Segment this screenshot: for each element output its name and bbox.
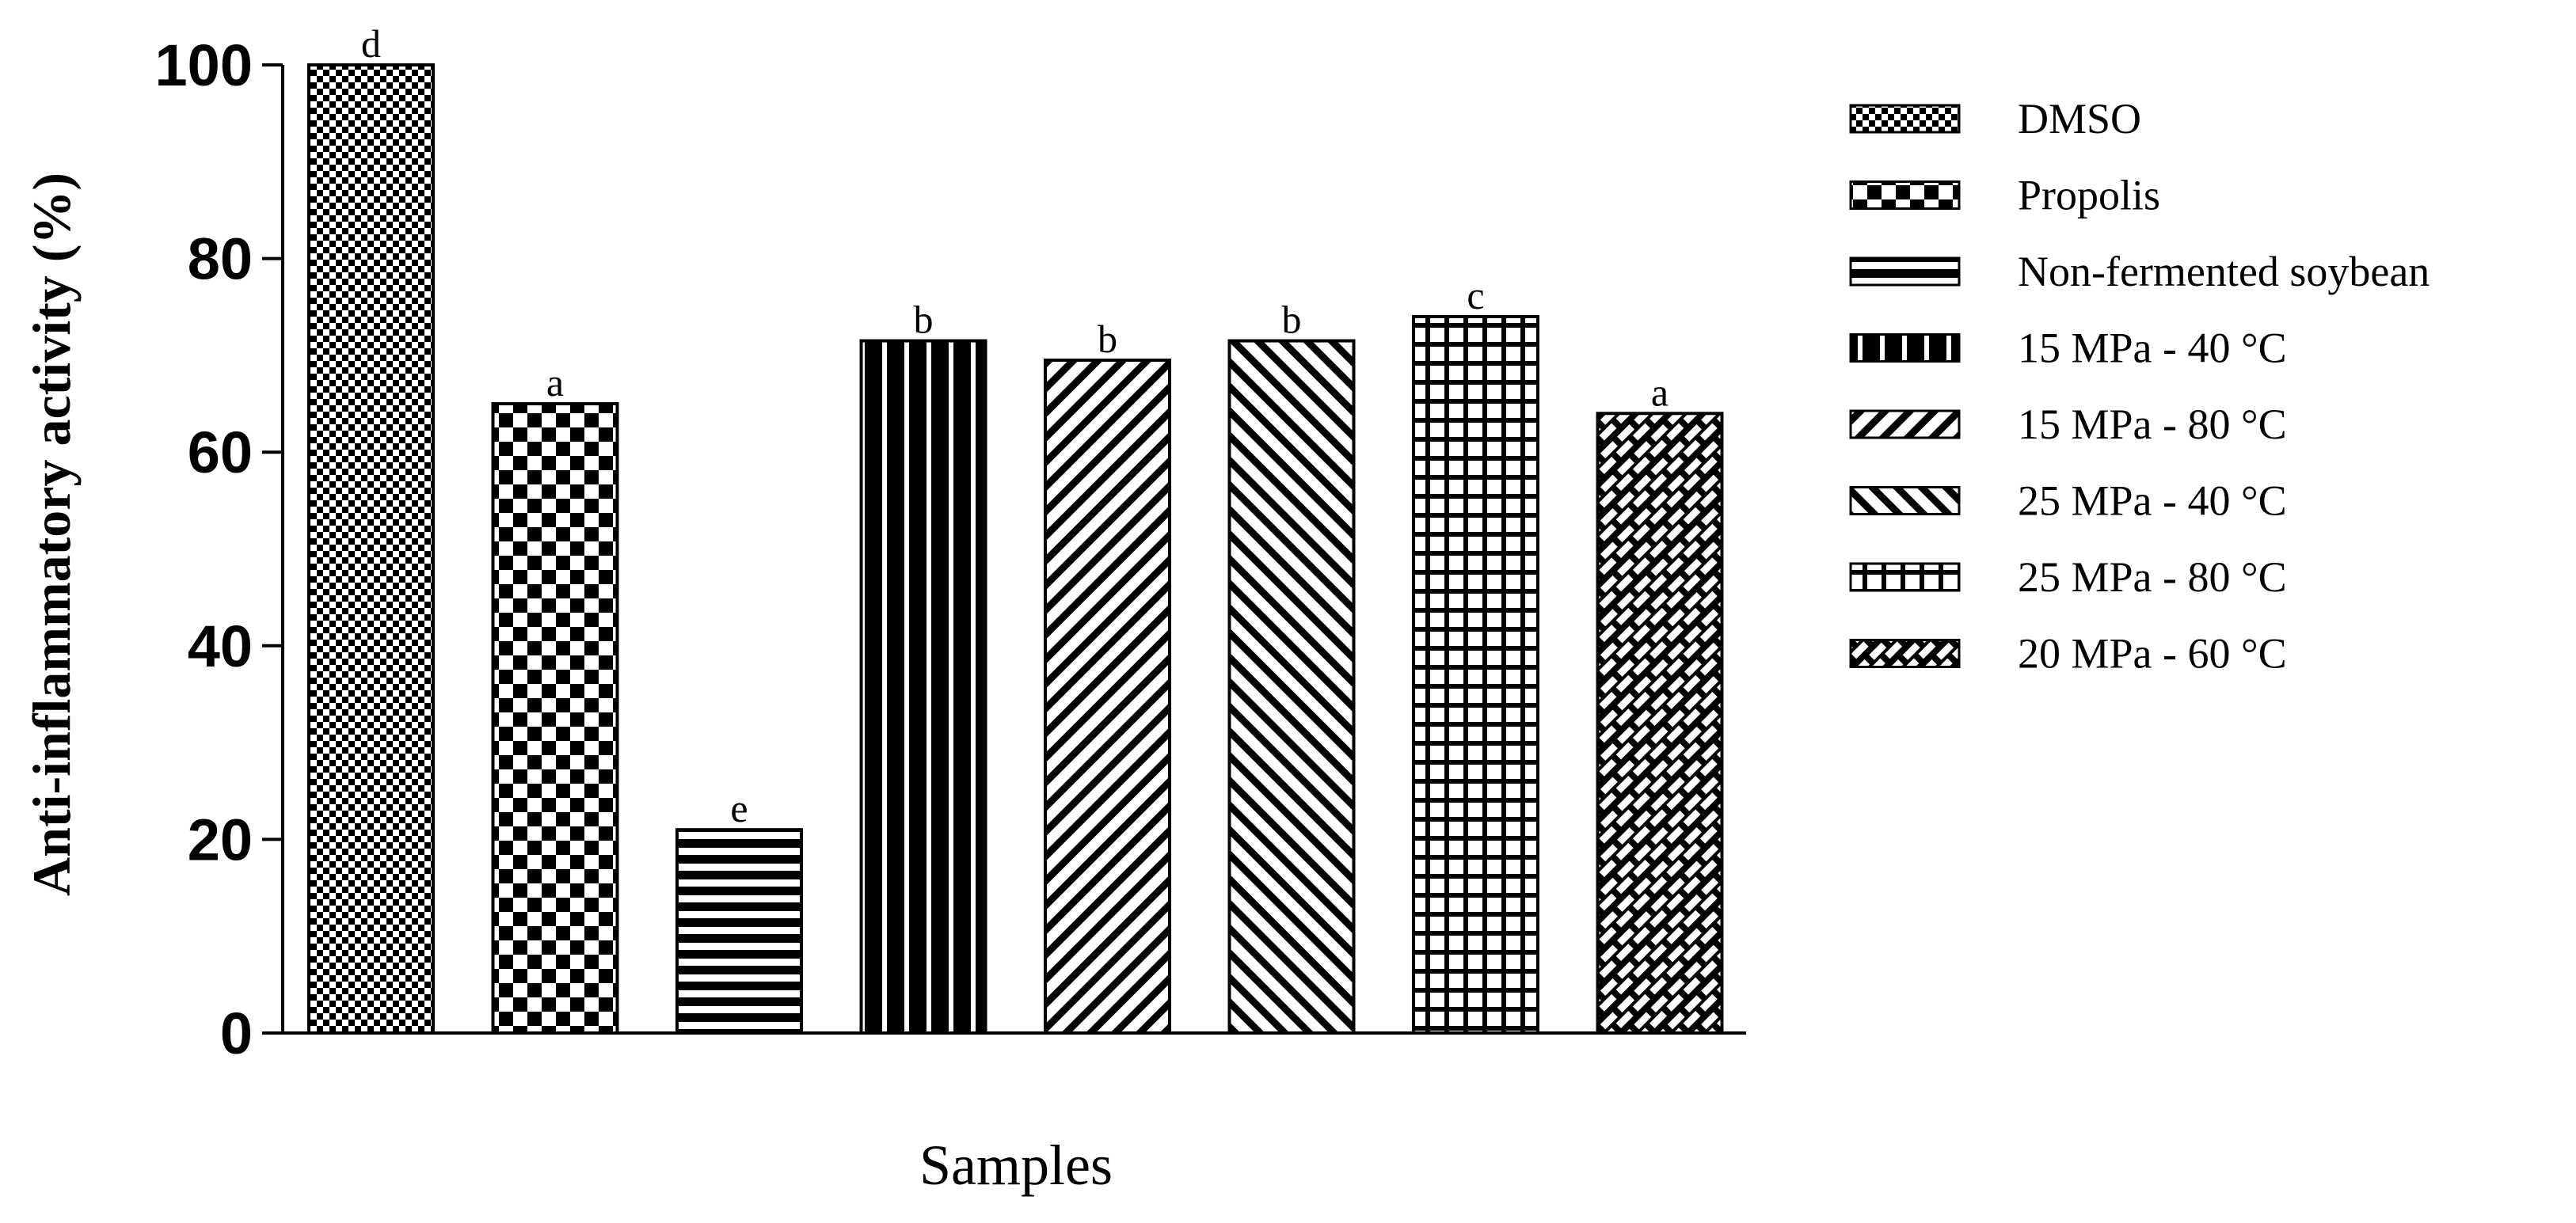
legend-swatch-2 <box>1849 180 1961 210</box>
legend-swatch-8 <box>1849 639 1961 668</box>
y-tick-label: 60 <box>188 420 253 485</box>
bar-1 <box>307 63 435 1035</box>
legend-swatch-6 <box>1849 486 1961 515</box>
legend: DMSO Propolis Non-fermented soybean 15 MPa … <box>1849 95 2430 678</box>
legend-swatch-5 <box>1849 409 1961 439</box>
significance-label: b <box>1098 317 1117 361</box>
bar-3 <box>675 828 803 1035</box>
legend-swatch-4 <box>1849 333 1961 363</box>
bar-2 <box>491 402 619 1035</box>
significance-label: b <box>914 298 934 342</box>
legend-label: Propolis <box>2018 172 2160 219</box>
y-tick-label: 100 <box>155 32 253 98</box>
y-axis-title: Anti-inflammatory activity (%) <box>21 173 82 896</box>
significance-label: e <box>730 786 748 830</box>
significance-label: c <box>1467 273 1484 317</box>
legend-label: 15 MPa - 80 °C <box>2018 401 2287 448</box>
plot-area: 0 20 40 60 80 100 d a e b b b c a <box>155 21 1746 1066</box>
legend-label: Non-fermented soybean <box>2018 248 2430 295</box>
bar-8 <box>1596 412 1724 1035</box>
legend-label: 25 MPa - 80 °C <box>2018 553 2287 601</box>
y-tick-label: 20 <box>188 807 253 872</box>
x-axis-title: Samples <box>919 1134 1113 1197</box>
y-tick-label: 40 <box>188 613 253 679</box>
significance-label: d <box>361 21 381 66</box>
legend-label: 20 MPa - 60 °C <box>2018 630 2287 678</box>
bar-6 <box>1227 339 1356 1035</box>
legend-label: 15 MPa - 40 °C <box>2018 325 2287 372</box>
legend-swatch-3 <box>1849 256 1961 287</box>
y-tick-label: 0 <box>220 1001 253 1066</box>
legend-label: DMSO <box>2018 95 2141 142</box>
bar-4 <box>859 339 987 1035</box>
legend-swatch-1 <box>1849 104 1961 134</box>
bar-7 <box>1412 314 1539 1035</box>
significance-label: a <box>1651 370 1669 414</box>
legend-label: 25 MPa - 40 °C <box>2018 477 2287 525</box>
y-tick-label: 80 <box>188 226 253 292</box>
significance-label: b <box>1282 298 1302 342</box>
bar-5 <box>1044 359 1171 1035</box>
legend-swatch-7 <box>1849 562 1961 592</box>
significance-label: a <box>546 360 564 405</box>
